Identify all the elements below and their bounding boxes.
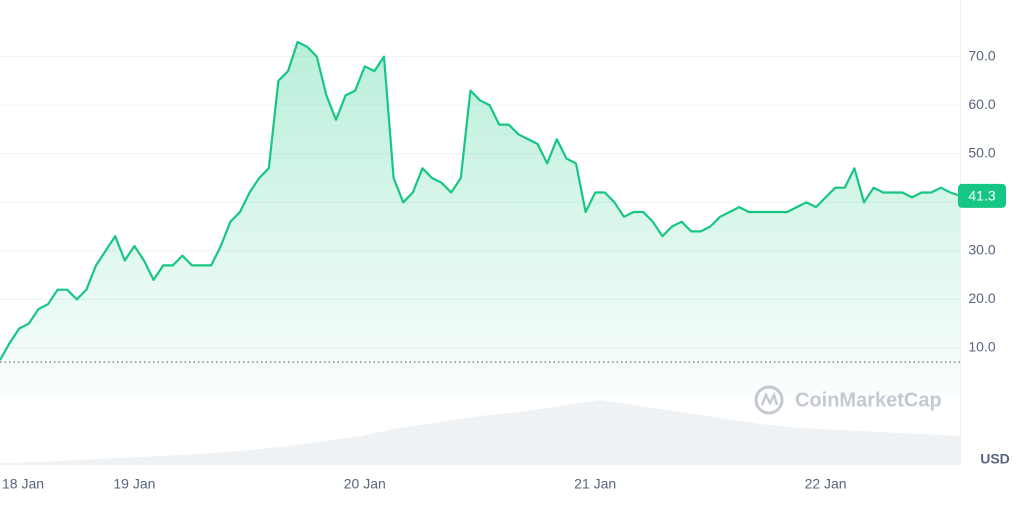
y-tick-label: 10.0	[968, 339, 995, 355]
x-tick-label: 19 Jan	[113, 476, 155, 492]
volume-area	[0, 400, 960, 464]
x-tick-label: 22 Jan	[805, 476, 847, 492]
currency-label: USD	[980, 451, 1010, 467]
x-tick-label: 18 Jan	[2, 476, 44, 492]
price-badge-label: 41.3	[968, 188, 995, 204]
y-tick-label: 50.0	[968, 144, 995, 160]
y-tick-label: 60.0	[968, 96, 995, 112]
x-tick-label: 21 Jan	[574, 476, 616, 492]
price-badge	[958, 183, 1006, 208]
price-area	[0, 42, 960, 397]
y-tick-label: 30.0	[968, 242, 995, 258]
x-tick-label: 20 Jan	[344, 476, 386, 492]
y-tick-label: 20.0	[968, 290, 995, 306]
price-line	[0, 40, 961, 361]
y-tick-label: 70.0	[968, 47, 995, 63]
